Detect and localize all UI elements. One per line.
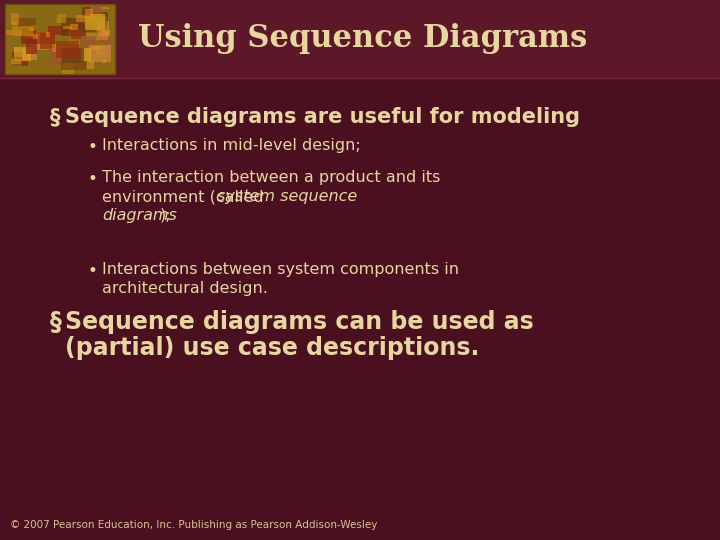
FancyBboxPatch shape	[68, 32, 80, 44]
Text: Interactions in mid-level design;: Interactions in mid-level design;	[102, 138, 361, 153]
FancyBboxPatch shape	[41, 8, 54, 25]
FancyBboxPatch shape	[87, 62, 94, 69]
FancyBboxPatch shape	[6, 30, 22, 35]
FancyBboxPatch shape	[62, 62, 74, 74]
FancyBboxPatch shape	[86, 33, 108, 39]
FancyBboxPatch shape	[71, 24, 78, 30]
FancyBboxPatch shape	[66, 36, 81, 41]
FancyBboxPatch shape	[0, 0, 720, 78]
FancyBboxPatch shape	[46, 32, 50, 37]
Text: •: •	[88, 138, 98, 156]
FancyBboxPatch shape	[12, 52, 27, 66]
FancyBboxPatch shape	[11, 13, 19, 25]
FancyBboxPatch shape	[12, 26, 33, 36]
FancyBboxPatch shape	[81, 48, 91, 62]
FancyBboxPatch shape	[57, 14, 66, 23]
FancyBboxPatch shape	[86, 6, 104, 22]
FancyBboxPatch shape	[33, 35, 38, 39]
FancyBboxPatch shape	[63, 25, 72, 29]
FancyBboxPatch shape	[61, 62, 86, 70]
Text: The interaction between a product and its: The interaction between a product and it…	[102, 170, 441, 185]
Text: •: •	[88, 262, 98, 280]
FancyBboxPatch shape	[12, 23, 17, 25]
FancyBboxPatch shape	[82, 6, 90, 16]
FancyBboxPatch shape	[40, 33, 55, 49]
FancyBboxPatch shape	[11, 59, 21, 64]
Text: environment (called: environment (called	[102, 189, 269, 204]
FancyBboxPatch shape	[98, 37, 114, 43]
FancyBboxPatch shape	[21, 29, 36, 44]
FancyBboxPatch shape	[81, 36, 96, 51]
Text: Sequence diagrams are useful for modeling: Sequence diagrams are useful for modelin…	[65, 107, 580, 127]
FancyBboxPatch shape	[85, 9, 94, 17]
FancyBboxPatch shape	[35, 32, 55, 44]
Text: );: );	[160, 208, 171, 223]
FancyBboxPatch shape	[14, 48, 31, 62]
FancyBboxPatch shape	[92, 46, 100, 50]
FancyBboxPatch shape	[9, 57, 22, 69]
FancyBboxPatch shape	[30, 35, 50, 50]
FancyBboxPatch shape	[91, 12, 108, 27]
FancyBboxPatch shape	[18, 25, 32, 34]
Text: Interactions between system components in: Interactions between system components i…	[102, 262, 459, 277]
Text: (partial) use case descriptions.: (partial) use case descriptions.	[65, 336, 480, 360]
FancyBboxPatch shape	[98, 21, 109, 37]
FancyBboxPatch shape	[30, 28, 35, 31]
FancyBboxPatch shape	[78, 23, 96, 32]
FancyBboxPatch shape	[76, 15, 86, 22]
FancyBboxPatch shape	[89, 45, 111, 63]
FancyBboxPatch shape	[56, 41, 78, 58]
Text: •: •	[88, 170, 98, 188]
FancyBboxPatch shape	[5, 4, 115, 74]
Text: Using Sequence Diagrams: Using Sequence Diagrams	[138, 24, 588, 55]
FancyBboxPatch shape	[17, 18, 37, 25]
FancyBboxPatch shape	[53, 44, 55, 51]
FancyBboxPatch shape	[96, 46, 104, 55]
FancyBboxPatch shape	[102, 30, 110, 36]
FancyBboxPatch shape	[62, 49, 84, 63]
FancyBboxPatch shape	[71, 30, 81, 39]
Text: §: §	[50, 310, 62, 334]
FancyBboxPatch shape	[61, 18, 86, 36]
FancyBboxPatch shape	[49, 48, 63, 65]
FancyBboxPatch shape	[48, 25, 67, 35]
FancyBboxPatch shape	[101, 7, 109, 9]
Text: §: §	[50, 107, 60, 127]
Text: architectural design.: architectural design.	[102, 281, 268, 296]
Text: Sequence diagrams can be used as: Sequence diagrams can be used as	[65, 310, 534, 334]
FancyBboxPatch shape	[27, 39, 37, 54]
FancyBboxPatch shape	[91, 16, 107, 30]
FancyBboxPatch shape	[102, 59, 106, 63]
Text: diagrams: diagrams	[102, 208, 177, 223]
Text: system sequence: system sequence	[217, 189, 357, 204]
FancyBboxPatch shape	[22, 49, 37, 60]
Text: © 2007 Pearson Education, Inc. Publishing as Pearson Addison-Wesley: © 2007 Pearson Education, Inc. Publishin…	[10, 520, 377, 530]
FancyBboxPatch shape	[25, 31, 49, 37]
FancyBboxPatch shape	[85, 14, 104, 30]
